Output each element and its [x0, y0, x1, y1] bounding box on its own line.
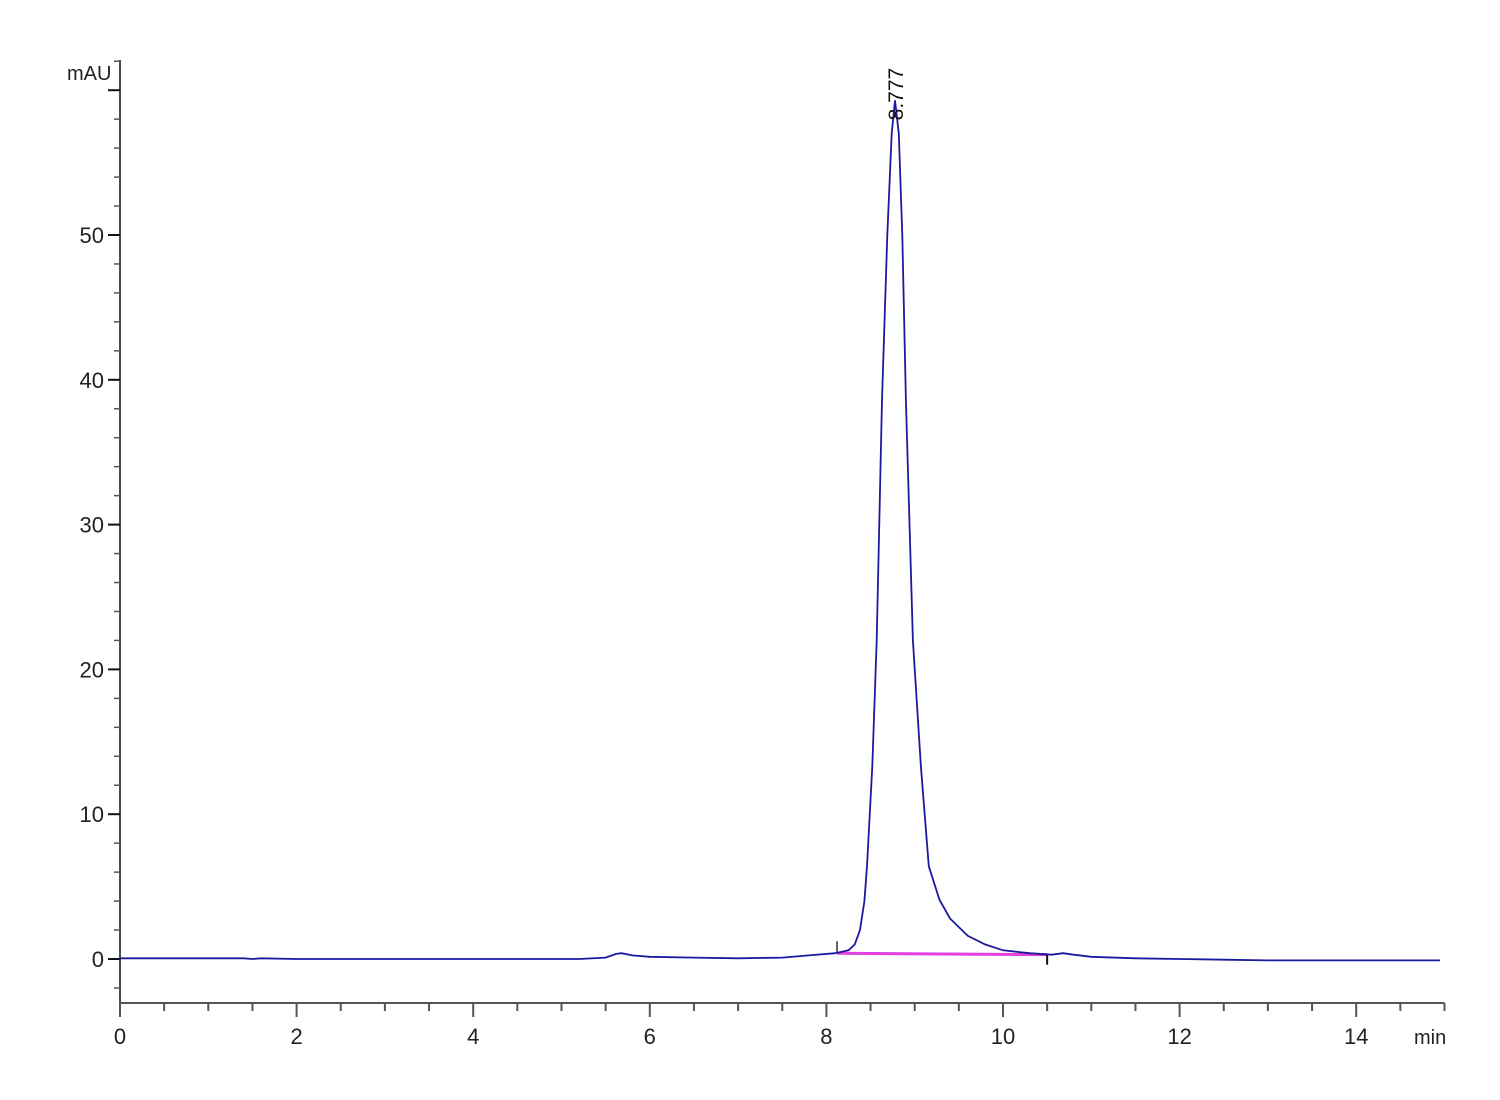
- peak-retention-time-label: 8.777: [885, 68, 908, 121]
- y-tick-label: 30: [80, 513, 104, 538]
- y-axis-unit-label: mAU: [67, 63, 111, 85]
- baseline-markers: [835, 941, 1049, 965]
- signal-trace: [120, 100, 1441, 962]
- y-tick-label: 40: [80, 368, 104, 393]
- ticks: 0 10 20 30 40 50 0 2 4 6 8 10 12 14: [80, 60, 1446, 1049]
- x-tick-label: 4: [467, 1024, 479, 1049]
- y-tick-label: 20: [80, 657, 104, 682]
- y-tick-label: 10: [80, 802, 104, 827]
- x-tick-label: 10: [991, 1024, 1015, 1049]
- x-tick-label: 12: [1167, 1024, 1191, 1049]
- x-axis-unit-label: min: [1414, 1027, 1446, 1049]
- x-tick-label: 0: [114, 1024, 126, 1049]
- x-tick-label: 6: [644, 1024, 656, 1049]
- integration-baseline: [836, 951, 1048, 957]
- y-tick-label: 0: [92, 947, 104, 972]
- x-tick-label: 2: [290, 1024, 302, 1049]
- x-tick-label: 14: [1344, 1024, 1368, 1049]
- x-tick-label: 8: [820, 1024, 832, 1049]
- y-tick-label: 50: [80, 223, 104, 248]
- axes: [119, 60, 1445, 1004]
